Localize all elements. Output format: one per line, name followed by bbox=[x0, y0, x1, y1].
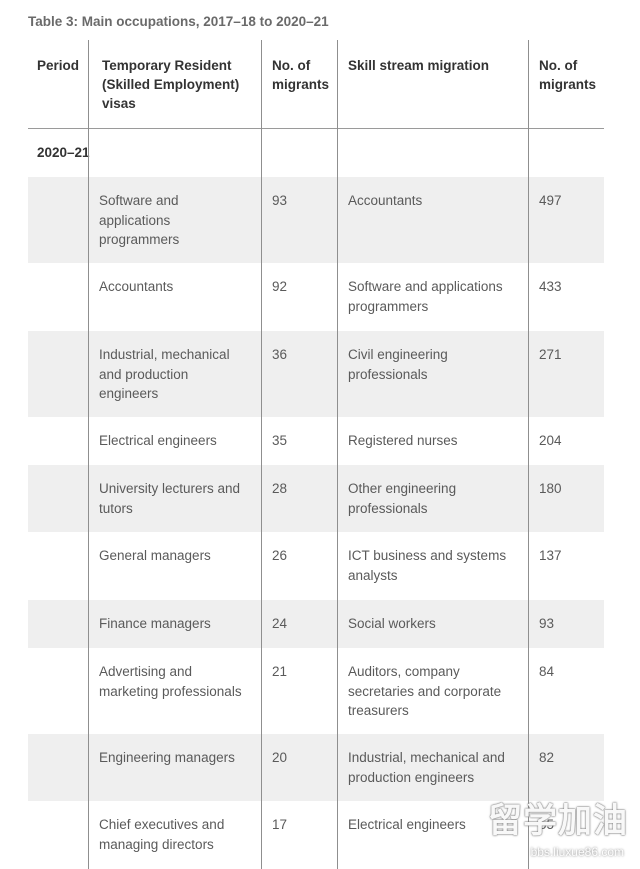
table-row: Industrial, mechanical and production en… bbox=[28, 331, 604, 417]
temp-count-cell: 92 bbox=[272, 279, 288, 294]
temp-count-cell: 36 bbox=[272, 347, 288, 362]
header-num-migrants-1: No. of migrants bbox=[272, 58, 330, 92]
table-row: Software and applications programmers 93 A… bbox=[28, 177, 604, 263]
skill-occupation-cell: Social workers bbox=[348, 616, 436, 631]
occupations-table: Period Temporary Resident (Skilled Emplo… bbox=[28, 40, 604, 869]
period-label: 2020–21 bbox=[37, 145, 90, 160]
header-temp-visa: Temporary Resident (Skilled Employment) … bbox=[102, 58, 240, 111]
skill-count-cell: 204 bbox=[539, 433, 562, 448]
skill-occupation-cell: ICT business and systems analysts bbox=[348, 548, 507, 583]
temp-occupation-cell: Software and applications programmers bbox=[99, 193, 180, 247]
temp-count-cell: 93 bbox=[272, 193, 288, 208]
temp-occupation-cell: Accountants bbox=[99, 279, 174, 294]
skill-occupation-cell: Industrial, mechanical and production en… bbox=[348, 750, 505, 785]
skill-count-cell: 271 bbox=[539, 347, 562, 362]
table-row: Accountants 92 Software and applications p… bbox=[28, 263, 604, 331]
temp-count-cell: 26 bbox=[272, 548, 288, 563]
skill-occupation-cell: Electrical engineers bbox=[348, 817, 466, 832]
column-divider bbox=[88, 40, 89, 869]
skill-occupation-cell: Other engineering professionals bbox=[348, 481, 457, 516]
temp-occupation-cell: Chief executives and managing directors bbox=[99, 817, 225, 852]
temp-occupation-cell: Electrical engineers bbox=[99, 433, 217, 448]
period-row: 2020–21 bbox=[28, 129, 604, 177]
temp-occupation-cell: Engineering managers bbox=[99, 750, 235, 765]
table-caption: Table 3: Main occupations, 2017–18 to 20… bbox=[28, 14, 329, 29]
header-skill-stream: Skill stream migration bbox=[348, 58, 490, 73]
skill-count-cell: 55 bbox=[539, 817, 555, 832]
column-divider bbox=[261, 40, 262, 869]
skill-occupation-cell: Software and applications programmers bbox=[348, 279, 503, 314]
temp-count-cell: 24 bbox=[272, 616, 288, 631]
skill-count-cell: 82 bbox=[539, 750, 555, 765]
table-header: Period Temporary Resident (Skilled Emplo… bbox=[28, 40, 604, 129]
skill-occupation-cell: Auditors, company secretaries and corpor… bbox=[348, 664, 502, 718]
temp-occupation-cell: Advertising and marketing professionals bbox=[99, 664, 242, 699]
skill-count-cell: 433 bbox=[539, 279, 562, 294]
table-row: Electrical engineers 35 Registered nurses 2… bbox=[28, 417, 604, 465]
temp-occupation-cell: Finance managers bbox=[99, 616, 211, 631]
temp-count-cell: 21 bbox=[272, 664, 288, 679]
skill-occupation-cell: Accountants bbox=[348, 193, 423, 208]
skill-count-cell: 93 bbox=[539, 616, 555, 631]
table-row: Chief executives and managing directors 1… bbox=[28, 801, 604, 869]
skill-count-cell: 497 bbox=[539, 193, 562, 208]
skill-occupation-cell: Civil engineering professionals bbox=[348, 347, 448, 382]
temp-count-cell: 20 bbox=[272, 750, 288, 765]
skill-count-cell: 180 bbox=[539, 481, 562, 496]
table-row: General managers 26 ICT business and syste… bbox=[28, 532, 604, 600]
header-period: Period bbox=[37, 58, 80, 73]
header-num-migrants-2: No. of migrants bbox=[539, 58, 597, 92]
skill-occupation-cell: Registered nurses bbox=[348, 433, 458, 448]
column-divider bbox=[528, 40, 529, 869]
table-row: Engineering managers 20 Industrial, mechan… bbox=[28, 734, 604, 801]
skill-count-cell: 84 bbox=[539, 664, 555, 679]
temp-count-cell: 17 bbox=[272, 817, 288, 832]
skill-count-cell: 137 bbox=[539, 548, 562, 563]
table-body: Software and applications programmers 93 A… bbox=[28, 177, 604, 869]
temp-occupation-cell: University lecturers and tutors bbox=[99, 481, 241, 516]
temp-count-cell: 28 bbox=[272, 481, 288, 496]
temp-count-cell: 35 bbox=[272, 433, 288, 448]
temp-occupation-cell: General managers bbox=[99, 548, 211, 563]
column-divider bbox=[337, 40, 338, 869]
temp-occupation-cell: Industrial, mechanical and production en… bbox=[99, 347, 230, 401]
table-row: Finance managers 24 Social workers 93 bbox=[28, 600, 604, 648]
table-row: University lecturers and tutors 28 Other e… bbox=[28, 465, 604, 532]
table-row: Advertising and marketing professionals 2… bbox=[28, 648, 604, 734]
